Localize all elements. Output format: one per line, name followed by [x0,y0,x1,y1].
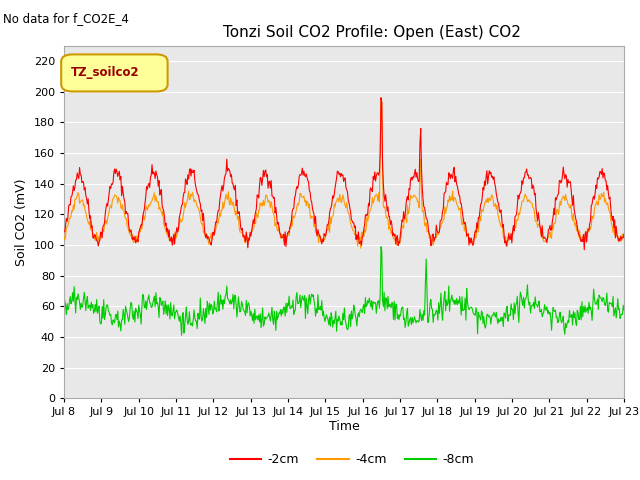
FancyBboxPatch shape [61,54,168,92]
Legend: -2cm, -4cm, -8cm: -2cm, -4cm, -8cm [225,448,479,471]
Y-axis label: Soil CO2 (mV): Soil CO2 (mV) [15,178,28,266]
Text: No data for f_CO2E_4: No data for f_CO2E_4 [3,12,129,25]
Text: TZ_soilco2: TZ_soilco2 [70,66,140,80]
X-axis label: Time: Time [328,420,360,433]
Title: Tonzi Soil CO2 Profile: Open (East) CO2: Tonzi Soil CO2 Profile: Open (East) CO2 [223,25,521,40]
